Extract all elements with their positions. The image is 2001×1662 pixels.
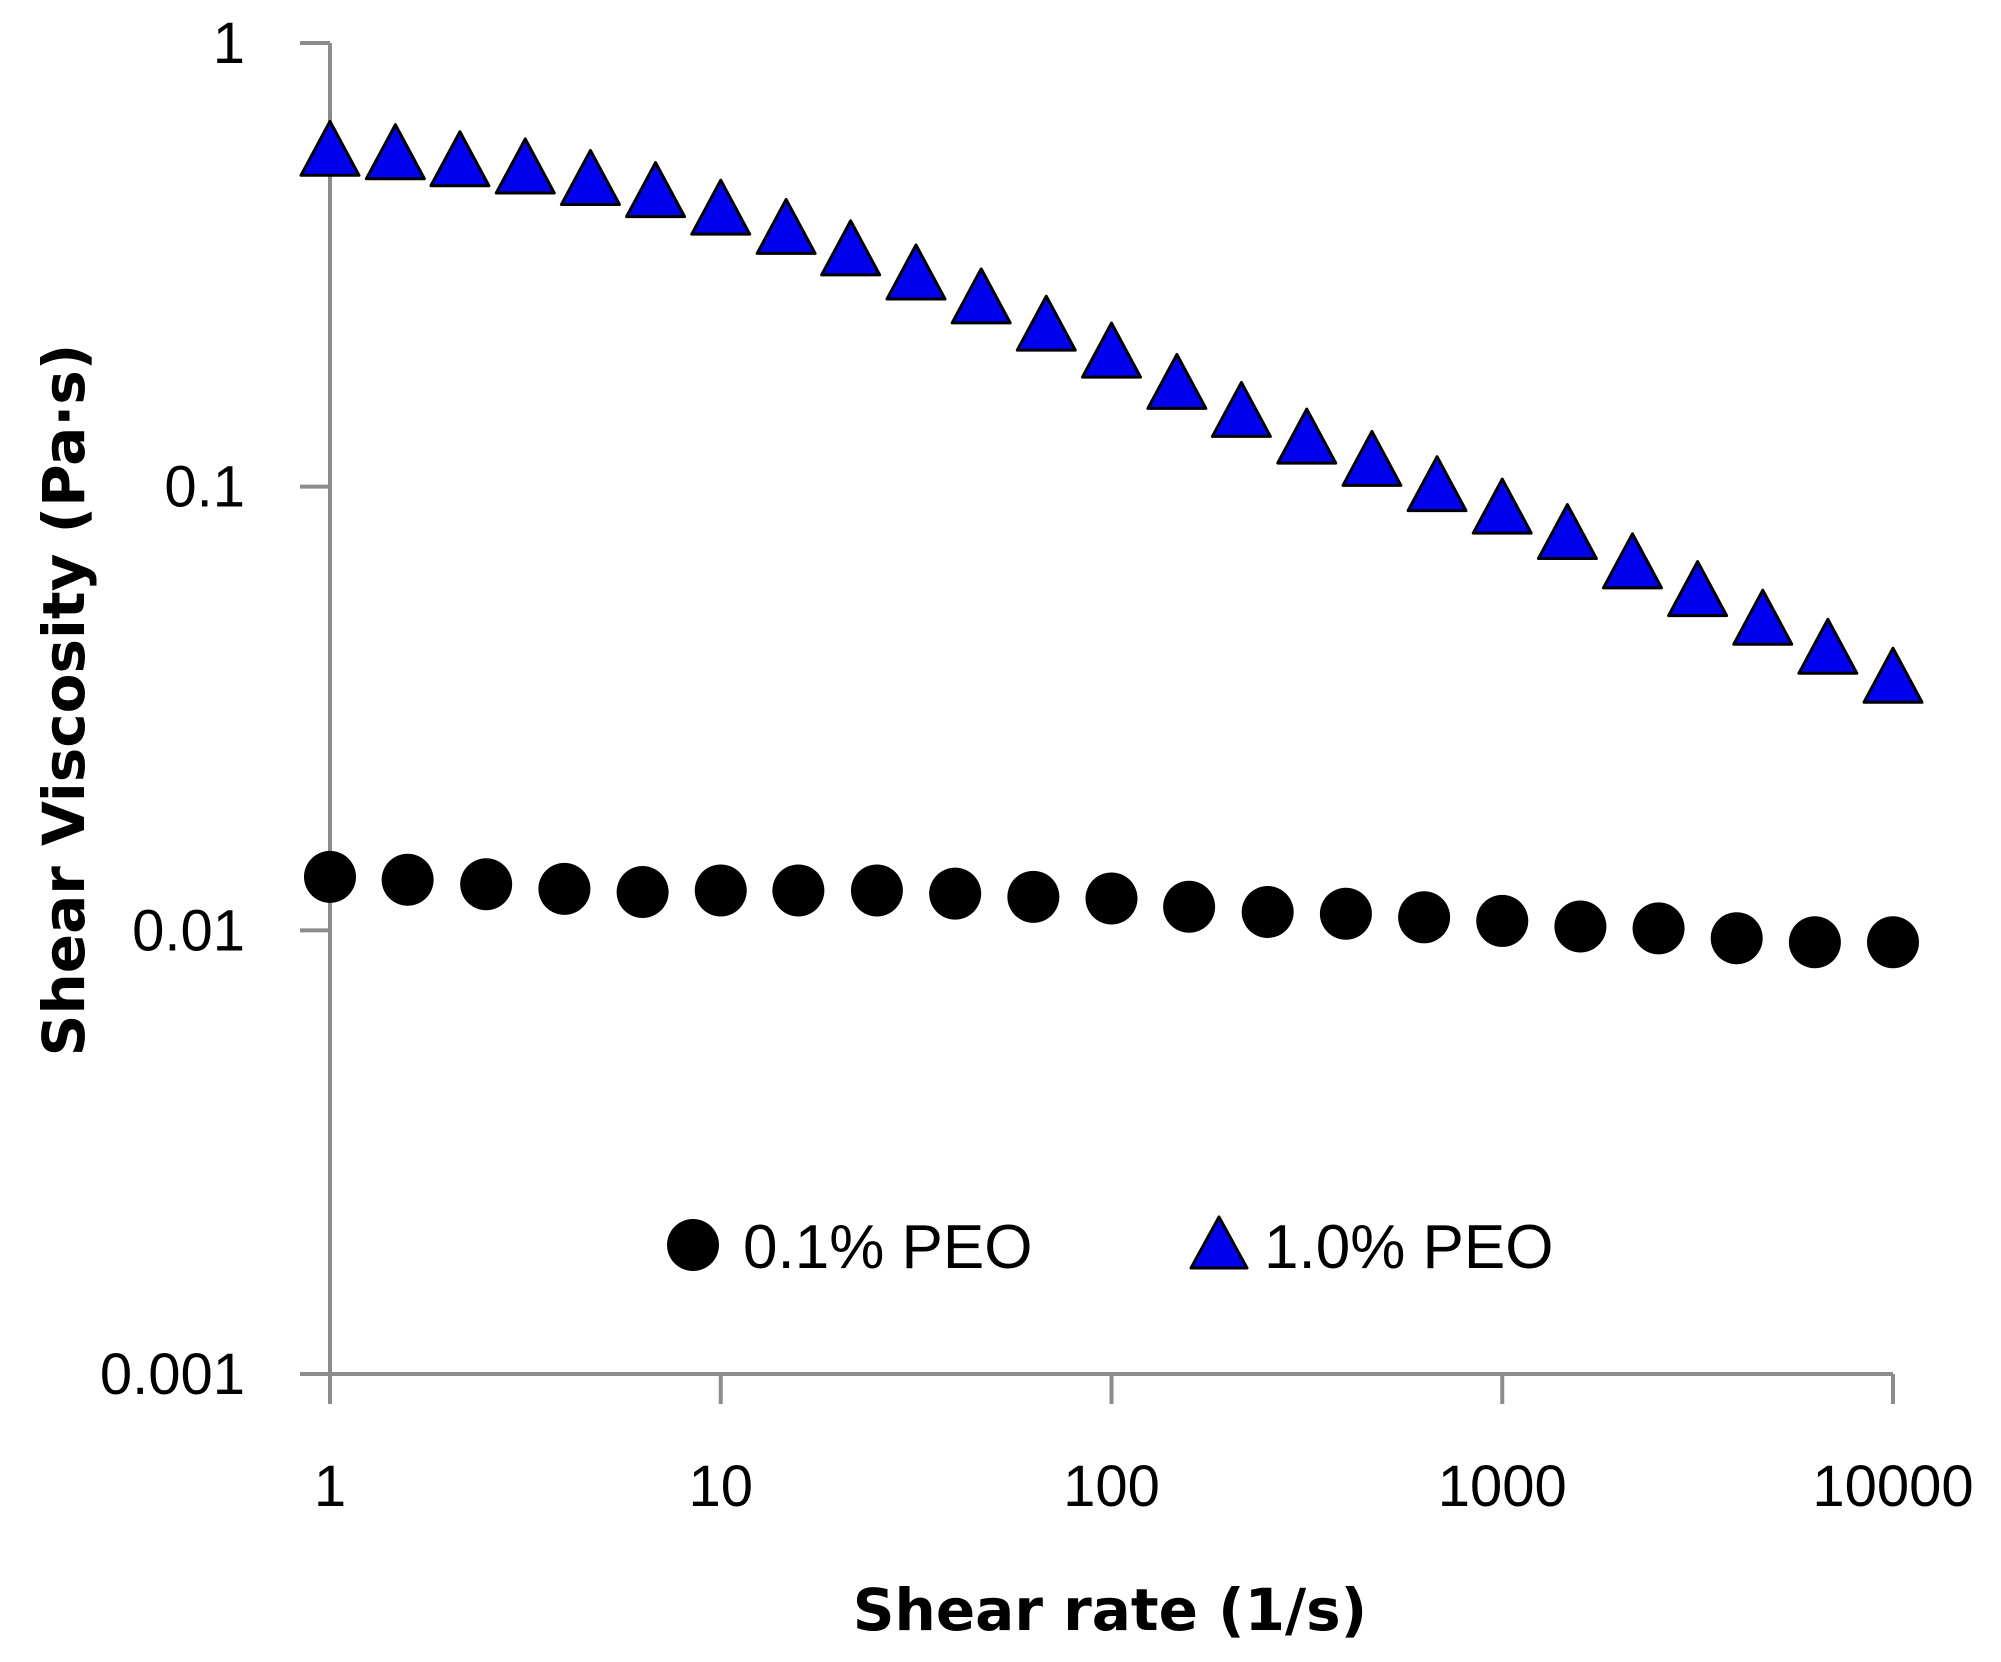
data-point-circle [694,864,747,917]
y-tick-label: 0.01 [132,898,245,963]
x-axis-title: Shear rate (1/s) [853,1576,1367,1644]
data-point-triangle [1406,455,1468,513]
data-point-triangle [1667,560,1729,618]
data-point-triangle [1536,503,1598,561]
data-point-circle [772,864,825,917]
data-point-circle [1632,902,1685,955]
data-point-circle [1163,880,1216,933]
data-point-triangle [950,267,1012,325]
data-point-triangle [1015,294,1077,352]
x-tick-label: 100 [1063,1454,1160,1519]
x-tick-label: 1 [314,1454,346,1519]
data-point-circle [304,850,356,903]
series-layer [299,119,1924,969]
y-tick-label: 0.1 [164,455,245,520]
data-point-triangle [299,119,361,177]
data-point-triangle [885,243,947,301]
legend-marker-circle [667,1219,719,1271]
data-point-circle [1476,894,1529,947]
data-point-triangle [364,123,426,181]
data-point-triangle [755,197,817,255]
data-point-circle [1319,887,1372,940]
legend: 0.1% PEO 1.0% PEO [667,1213,1553,1282]
data-point-triangle [494,137,556,195]
data-point-circle [381,853,434,906]
data-point-triangle [1081,321,1142,379]
data-point-circle [460,858,513,911]
x-tick-label: 10 [688,1454,753,1519]
data-point-triangle [1862,646,1924,704]
y-tick-label: 0.001 [100,1342,245,1407]
data-point-circle [1241,885,1294,938]
axis-ticks [300,41,1895,1404]
series-1 [304,850,1919,969]
series-2 [299,119,1924,704]
data-point-circle [1554,900,1607,953]
data-point-triangle [1732,588,1794,646]
data-point-circle [1710,912,1763,965]
legend-marker-triangle [1189,1215,1249,1270]
data-point-circle [1007,870,1060,923]
y-tick-label: 1 [213,11,245,76]
data-point-triangle [429,130,491,188]
data-point-circle [1788,916,1841,969]
data-point-triangle [1471,477,1533,535]
legend-label-0: 0.1% PEO [743,1213,1032,1282]
data-point-triangle [820,219,882,277]
data-point-triangle [1601,532,1663,590]
data-point-triangle [559,148,621,206]
data-point-circle [1867,916,1919,969]
data-point-triangle [1797,617,1859,675]
data-point-circle [1398,891,1451,944]
data-point-circle [616,866,669,919]
data-point-triangle [1146,352,1208,410]
y-axis-title: Shear Viscosity (Pa·s) [30,344,98,1057]
x-tick-label: 10000 [1812,1454,1973,1519]
data-point-triangle [625,161,687,219]
data-point-triangle [1276,407,1338,465]
data-point-circle [929,867,982,920]
data-point-triangle [1210,380,1272,438]
data-point-circle [850,864,903,917]
data-point-triangle [1341,429,1403,487]
legend-label-1: 1.0% PEO [1264,1213,1553,1282]
data-point-triangle [690,178,752,236]
data-point-circle [538,862,591,915]
x-tick-label: 1000 [1438,1454,1567,1519]
data-point-circle [1085,872,1138,925]
tick-labels: 1 0.1 0.01 0.001 1 10 100 1000 10000 [100,11,1974,1519]
